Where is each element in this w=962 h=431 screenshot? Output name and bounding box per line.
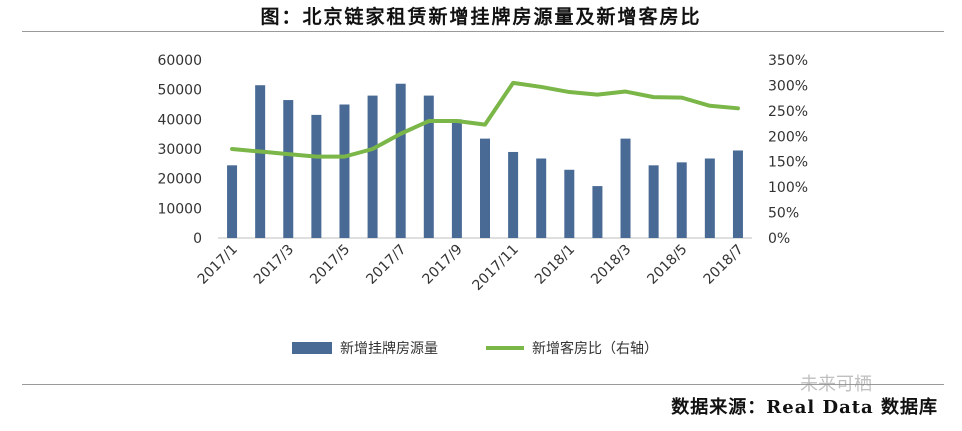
right-axis-tick-label: 250% <box>768 104 808 120</box>
bar-listings <box>283 100 294 238</box>
bar-listings <box>732 150 743 238</box>
left-axis-tick-label: 60000 <box>157 53 202 69</box>
x-axis-tick-label: 2017/7 <box>363 242 409 288</box>
bar-listings <box>339 104 350 238</box>
bar-listings <box>367 95 378 238</box>
x-axis-tick-label: 2017/9 <box>420 242 466 288</box>
x-axis-tick-label: 2018/7 <box>701 242 747 288</box>
bar-listings <box>676 162 687 238</box>
bar-listings <box>564 169 575 238</box>
bar-listings <box>536 158 547 238</box>
bar-listings <box>395 83 406 238</box>
bar-listings <box>704 158 715 238</box>
x-axis-tick-label: 2018/5 <box>644 242 690 288</box>
left-axis-tick-label: 40000 <box>157 112 202 128</box>
x-axis-tick-label: 2017/1 <box>195 242 241 288</box>
bar-listings <box>311 114 322 238</box>
right-axis-tick-label: 350% <box>768 53 808 69</box>
x-axis-tick-label: 2018/1 <box>532 242 578 288</box>
x-axis-tick-label: 2017/11 <box>469 242 521 294</box>
bar-listings <box>255 85 266 238</box>
x-axis-tick-label: 2017/3 <box>251 242 297 288</box>
footer-divider <box>22 384 944 385</box>
bar-listings <box>451 119 462 238</box>
bar-listings <box>592 186 603 238</box>
data-source: 数据来源：Real Data 数据库 <box>671 397 938 418</box>
title-divider <box>22 31 944 32</box>
left-axis-tick-label: 20000 <box>157 172 202 188</box>
bar-listings <box>508 151 519 238</box>
x-axis-tick-label: 2017/5 <box>307 242 353 288</box>
left-axis-tick-label: 30000 <box>157 142 202 158</box>
bar-listings <box>480 138 490 238</box>
left-axis-tick-label: 0 <box>193 231 202 247</box>
right-axis-tick-label: 150% <box>768 155 808 171</box>
bar-listings <box>648 165 659 238</box>
chart-title: 图：北京链家租赁新增挂牌房源量及新增客房比 <box>260 6 702 28</box>
right-axis-tick-label: 100% <box>768 180 808 196</box>
right-axis-tick-label: 300% <box>768 78 808 94</box>
right-axis-tick-label: 200% <box>768 129 808 145</box>
bar-listings <box>227 165 238 238</box>
x-axis-tick-label: 2018/3 <box>588 242 634 288</box>
right-axis-tick-label: 0% <box>768 231 790 247</box>
line-client-ratio <box>230 80 740 159</box>
left-axis-tick-label: 10000 <box>157 201 202 217</box>
left-axis-tick-label: 50000 <box>157 83 202 99</box>
legend-label-listings: 新增挂牌房源量 <box>340 340 438 357</box>
right-axis-tick-label: 50% <box>768 206 799 222</box>
legend-swatch-listings <box>292 342 332 354</box>
watermark: 未来可栖 <box>800 374 872 395</box>
legend-label-ratio: 新增客房比（右轴） <box>532 340 658 357</box>
bar-listings <box>423 95 434 238</box>
bar-listings <box>620 138 631 238</box>
